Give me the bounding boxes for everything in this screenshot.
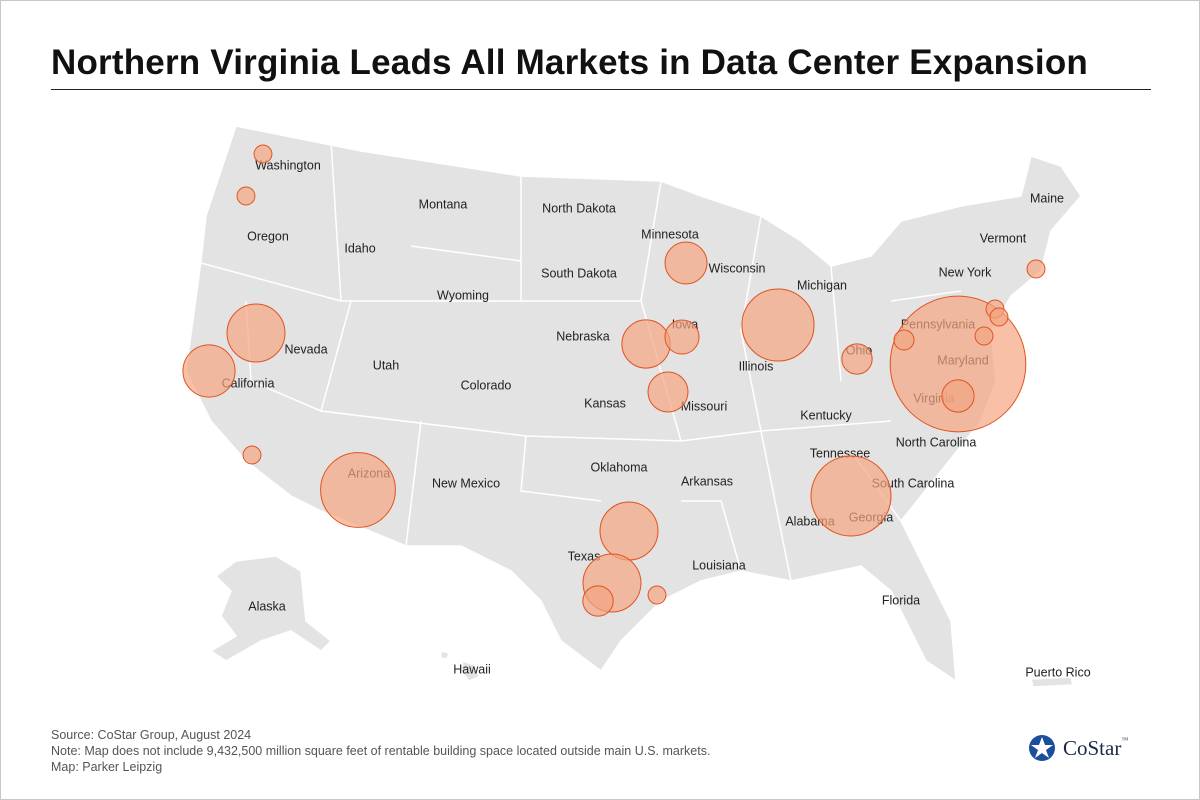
market-bubble (647, 585, 667, 605)
notes: Source: CoStar Group, August 2024 Note: … (51, 727, 710, 775)
state-label: North Dakota (542, 201, 616, 215)
state-label: Wyoming (437, 288, 489, 302)
state-label: New York (939, 265, 993, 279)
state-label: Nebraska (556, 329, 610, 343)
state-label: Oregon (247, 229, 289, 243)
market-bubble (889, 295, 1027, 433)
market-bubble (810, 455, 892, 537)
market-bubble (253, 144, 273, 164)
hawaii-2 (460, 660, 480, 682)
state-label: Montana (419, 197, 468, 211)
state-borders (200, 140, 962, 582)
title: Northern Virginia Leads All Markets in D… (51, 43, 1088, 82)
market-bubble (974, 326, 994, 346)
state-label: Minnesota (641, 227, 699, 241)
alaska (209, 555, 333, 662)
market-bubble (599, 501, 659, 561)
state-label: Idaho (344, 241, 375, 255)
note: Note: Map does not include 9,432,500 mil… (51, 744, 711, 758)
state-label: Hawaii (453, 662, 491, 676)
market-bubble (664, 319, 700, 355)
logo-mark (1029, 735, 1055, 761)
state-label: South Dakota (541, 266, 617, 280)
market-bubble (841, 343, 873, 375)
state-label: Texas (568, 549, 601, 563)
state-label: South Carolina (872, 476, 955, 490)
state-label: Arkansas (681, 474, 733, 488)
market-bubble (893, 329, 915, 351)
market-bubble (582, 585, 614, 617)
puerto-rico (1030, 676, 1074, 688)
state-label: Wisconsin (709, 261, 766, 275)
market-bubble (741, 288, 815, 362)
state-label: Vermont (980, 231, 1027, 245)
state-label: Nevada (284, 342, 327, 356)
market-bubble (182, 344, 236, 398)
logo: CoStar™ (1027, 733, 1128, 763)
state-label: California (222, 376, 275, 390)
logo-trademark: ™ (1121, 735, 1129, 744)
state-label: New Mexico (432, 476, 500, 490)
market-bubble (989, 307, 1009, 327)
market-bubble (1026, 259, 1046, 279)
market-bubble (647, 371, 689, 413)
state-label: Colorado (461, 378, 512, 392)
source: Source: CoStar Group, August 2024 (51, 728, 252, 742)
market-bubble (621, 319, 671, 369)
market-bubble (242, 445, 262, 465)
state-label: Michigan (797, 278, 847, 292)
state-label: Kentucky (800, 408, 852, 422)
state-label: Missouri (681, 399, 728, 413)
state-label: Illinois (739, 359, 774, 373)
state-label: North Carolina (896, 435, 977, 449)
logo-text: CoStar™ (1063, 736, 1128, 761)
state-label: Oklahoma (591, 460, 648, 474)
state-label: Louisiana (692, 558, 746, 572)
market-bubble (226, 303, 286, 363)
logo-word: CoStar (1063, 735, 1122, 760)
state-label: Washington (255, 158, 321, 172)
map: Washington Oregon California Nevada Idaho Mon… (182, 125, 1091, 688)
hawaii (440, 650, 450, 660)
state-label: Maine (1030, 191, 1064, 205)
credit: Map: Parker Leipzig (51, 760, 163, 774)
land (185, 125, 1082, 688)
state-label: Florida (882, 593, 920, 607)
lower-48 (185, 125, 1082, 683)
market-bubble (236, 186, 256, 206)
state-label: Puerto Rico (1025, 665, 1090, 679)
state-label: Utah (373, 358, 399, 372)
market-bubble (664, 241, 708, 285)
state-label: Kansas (584, 396, 626, 410)
title-rule (51, 89, 1151, 90)
market-bubble (941, 379, 975, 413)
market-bubble (320, 452, 396, 528)
state-label: Alaska (248, 599, 286, 613)
